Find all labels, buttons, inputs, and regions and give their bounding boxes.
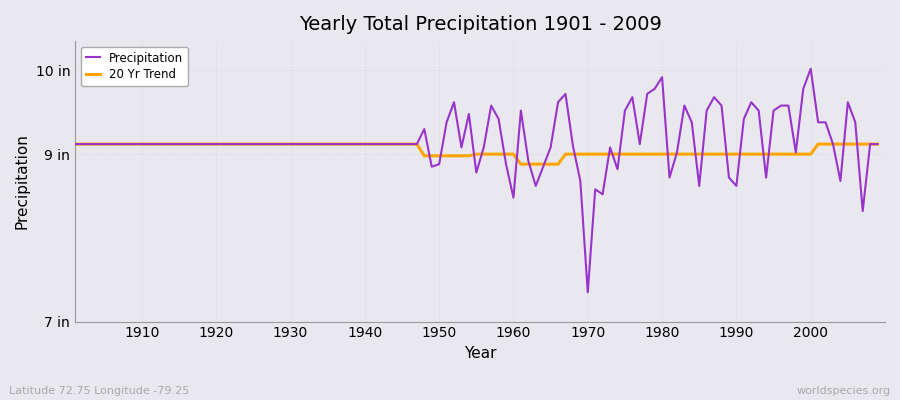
Precipitation bbox=[582, 290, 593, 295]
20 Yr Trend bbox=[872, 142, 883, 146]
Line: Precipitation: Precipitation bbox=[75, 69, 878, 292]
Text: Latitude 72.75 Longitude -79.25: Latitude 72.75 Longitude -79.25 bbox=[9, 386, 189, 396]
Precipitation bbox=[500, 162, 511, 166]
20 Yr Trend bbox=[605, 152, 616, 156]
20 Yr Trend bbox=[694, 152, 705, 156]
20 Yr Trend bbox=[657, 152, 668, 156]
Text: worldspecies.org: worldspecies.org bbox=[796, 386, 891, 396]
Precipitation bbox=[872, 142, 883, 146]
Line: 20 Yr Trend: 20 Yr Trend bbox=[75, 144, 878, 164]
Title: Yearly Total Precipitation 1901 - 2009: Yearly Total Precipitation 1901 - 2009 bbox=[299, 15, 662, 34]
20 Yr Trend bbox=[598, 152, 608, 156]
Precipitation bbox=[129, 142, 140, 146]
20 Yr Trend bbox=[508, 152, 519, 156]
20 Yr Trend bbox=[553, 162, 563, 166]
Y-axis label: Precipitation: Precipitation bbox=[15, 134, 30, 229]
20 Yr Trend bbox=[471, 152, 482, 156]
X-axis label: Year: Year bbox=[464, 346, 496, 361]
20 Yr Trend bbox=[560, 152, 571, 156]
20 Yr Trend bbox=[806, 152, 816, 156]
20 Yr Trend bbox=[516, 162, 526, 166]
Precipitation bbox=[508, 195, 519, 200]
Precipitation bbox=[292, 142, 303, 146]
20 Yr Trend bbox=[418, 154, 429, 158]
20 Yr Trend bbox=[464, 154, 474, 158]
Precipitation bbox=[69, 142, 80, 146]
Legend: Precipitation, 20 Yr Trend: Precipitation, 20 Yr Trend bbox=[81, 47, 188, 86]
20 Yr Trend bbox=[411, 142, 422, 146]
20 Yr Trend bbox=[69, 142, 80, 146]
Precipitation bbox=[338, 142, 348, 146]
Precipitation bbox=[806, 66, 816, 71]
Precipitation bbox=[605, 145, 616, 150]
20 Yr Trend bbox=[813, 142, 824, 146]
20 Yr Trend bbox=[701, 152, 712, 156]
20 Yr Trend bbox=[664, 152, 675, 156]
